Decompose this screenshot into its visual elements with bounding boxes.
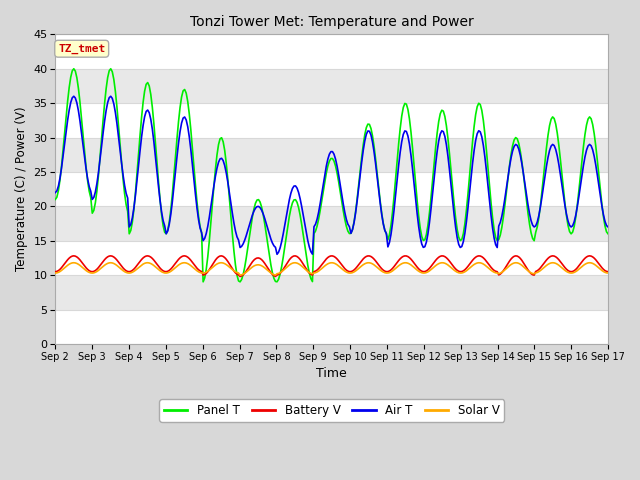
Bar	[55, 138, 608, 172]
Bar	[55, 206, 608, 241]
X-axis label: Time: Time	[316, 367, 347, 380]
Legend: Panel T, Battery V, Air T, Solar V: Panel T, Battery V, Air T, Solar V	[159, 399, 504, 422]
Title: Tonzi Tower Met: Temperature and Power: Tonzi Tower Met: Temperature and Power	[190, 15, 474, 29]
Y-axis label: Temperature (C) / Power (V): Temperature (C) / Power (V)	[15, 107, 28, 271]
Bar	[55, 275, 608, 310]
Bar	[55, 69, 608, 103]
Text: TZ_tmet: TZ_tmet	[58, 44, 106, 54]
